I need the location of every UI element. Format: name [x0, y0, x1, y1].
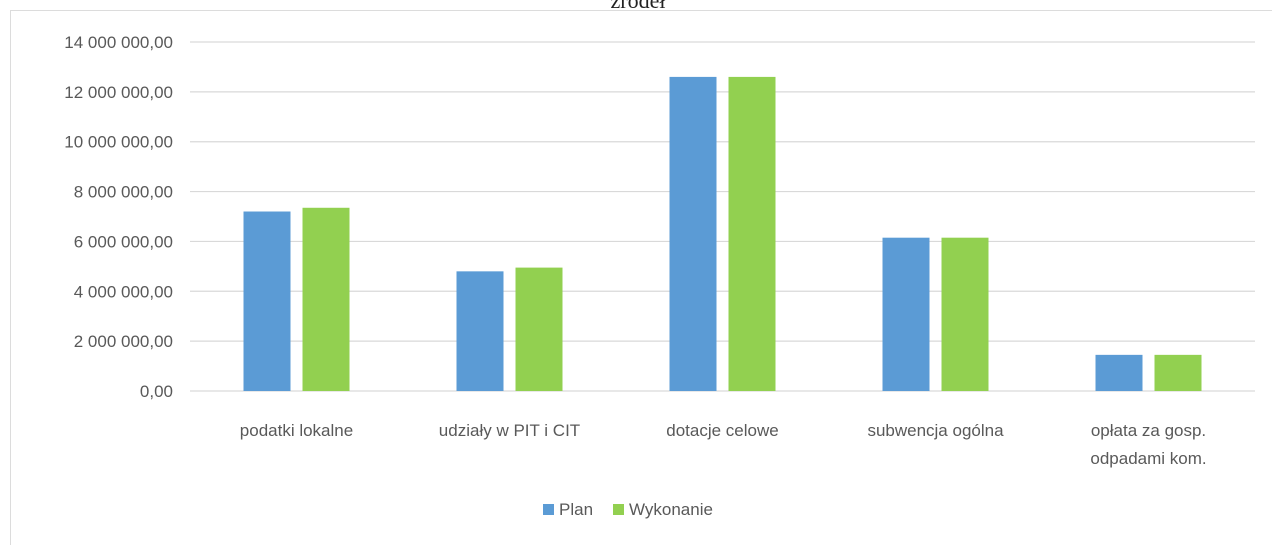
- chart-frame: [10, 10, 1272, 545]
- legend-label-wykonanie: Wykonanie: [629, 500, 713, 519]
- x-category-label: udziały w PIT i CIT: [439, 421, 580, 440]
- bar-plan-1: [456, 271, 504, 391]
- legend-label-plan: Plan: [559, 500, 593, 519]
- x-axis-categories: podatki lokalne udziały w PIT i CIT dotacj…: [240, 421, 1207, 468]
- gridlines: [190, 41, 1255, 392]
- bar-wykonanie-1: [515, 267, 563, 391]
- y-tick-label: 10 000 000,00: [64, 133, 173, 152]
- y-tick-label: 14 000 000,00: [64, 33, 173, 52]
- legend-swatch-plan: [543, 504, 554, 515]
- chart-title: źródeł: [610, 0, 666, 13]
- x-category-label: opłata za gosp.: [1091, 421, 1206, 440]
- x-category-label: subwencja ogólna: [867, 421, 1004, 440]
- y-tick-label: 0,00: [140, 382, 173, 401]
- y-tick-label: 12 000 000,00: [64, 83, 173, 102]
- bar-wykonanie-0: [302, 207, 350, 391]
- bar-plan-4: [1095, 354, 1143, 391]
- y-tick-label: 2 000 000,00: [74, 332, 173, 351]
- bar-plan-0: [243, 211, 291, 391]
- x-category-label: podatki lokalne: [240, 421, 353, 440]
- y-tick-label: 8 000 000,00: [74, 183, 173, 202]
- x-category-label: dotacje celowe: [666, 421, 778, 440]
- bar-wykonanie-2: [728, 76, 776, 392]
- legend-swatch-wykonanie: [613, 504, 624, 515]
- y-axis-ticks: 0,00 2 000 000,00 4 000 000,00 6 000 000,00…: [64, 33, 173, 401]
- bar-wykonanie-4: [1154, 354, 1202, 391]
- bars: [243, 76, 1202, 392]
- bar-plan-2: [669, 76, 717, 392]
- legend: Plan Wykonanie: [543, 500, 713, 519]
- bar-plan-3: [882, 237, 930, 391]
- x-category-label: odpadami kom.: [1090, 449, 1206, 468]
- bar-wykonanie-3: [941, 237, 989, 391]
- y-tick-label: 4 000 000,00: [74, 282, 173, 301]
- y-tick-label: 6 000 000,00: [74, 232, 173, 251]
